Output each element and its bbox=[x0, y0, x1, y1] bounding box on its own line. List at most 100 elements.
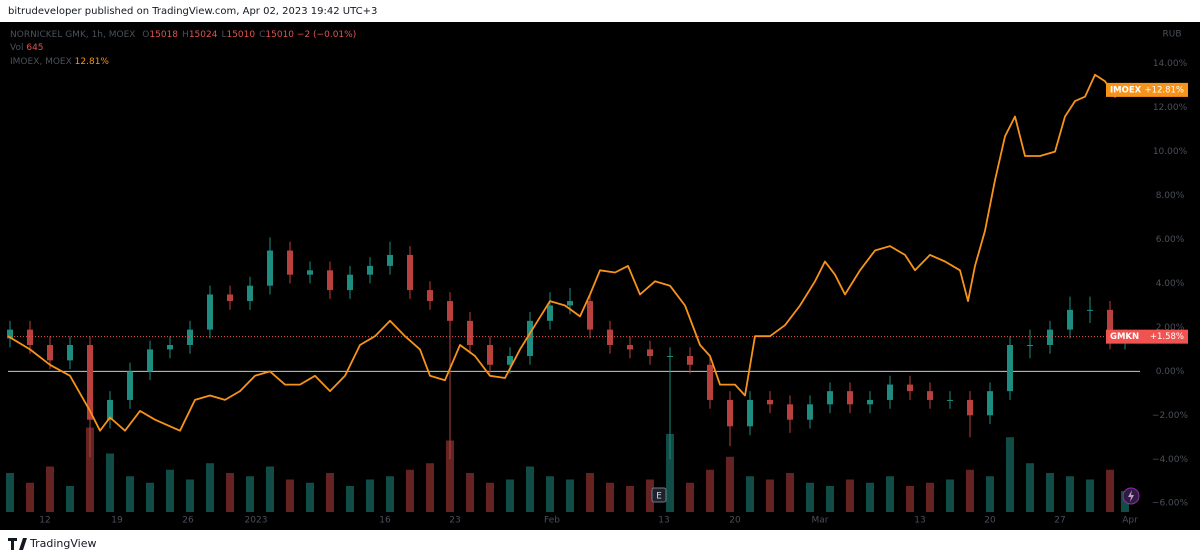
legend: NORNICKEL GMK, 1h, MOEX O15018 H15024 L150… bbox=[10, 30, 356, 40]
volume-bar bbox=[846, 479, 854, 512]
volume-bar bbox=[506, 479, 514, 512]
volume-bar bbox=[1046, 473, 1054, 512]
volume-bar bbox=[6, 473, 14, 512]
volume-bar bbox=[306, 482, 314, 512]
price-tag-name: GMKN bbox=[1110, 332, 1139, 342]
field-value: 15010 bbox=[226, 30, 255, 40]
candle-body bbox=[467, 320, 473, 346]
candle-body bbox=[1107, 309, 1113, 341]
candle-body bbox=[67, 345, 73, 361]
volume-bar bbox=[1106, 469, 1114, 512]
event-box[interactable] bbox=[651, 487, 667, 503]
volume-bar bbox=[546, 476, 554, 512]
footer bbox=[0, 530, 1200, 557]
volume-bar bbox=[1006, 437, 1014, 512]
volume-bar bbox=[106, 453, 114, 512]
candle-body bbox=[307, 270, 313, 275]
volume-bar bbox=[786, 473, 794, 512]
x-tick-label: 19 bbox=[111, 516, 123, 526]
candle-body bbox=[1007, 345, 1013, 392]
volume-bar bbox=[186, 479, 194, 512]
y-tick-label: 0.00% bbox=[1156, 367, 1185, 377]
x-tick-label: 13 bbox=[658, 516, 669, 526]
candle-body bbox=[807, 404, 813, 420]
volume-bar bbox=[886, 476, 894, 512]
event-marker[interactable]: E bbox=[656, 492, 662, 502]
volume-bar bbox=[746, 476, 754, 512]
candle-body bbox=[1047, 329, 1053, 346]
volume-bar bbox=[146, 482, 154, 512]
field-key: O bbox=[142, 30, 149, 40]
price-tag-name: IMOEX bbox=[1110, 85, 1142, 95]
y-tick-label: −2.00% bbox=[1152, 411, 1189, 421]
volume-bar bbox=[266, 466, 274, 512]
volume-bar bbox=[966, 469, 974, 512]
candle-body bbox=[367, 265, 373, 275]
x-tick-label: Mar bbox=[812, 516, 829, 526]
legend-change: −2 (−0.01%) bbox=[297, 30, 356, 40]
plot bbox=[6, 73, 1140, 512]
price-tag bbox=[1106, 82, 1188, 97]
x-tick-label: Apr bbox=[1122, 516, 1138, 526]
volume-bar bbox=[46, 466, 54, 512]
candle-body bbox=[927, 391, 933, 400]
volume-bar bbox=[386, 476, 394, 512]
candle-body bbox=[827, 391, 833, 405]
brand-logo bbox=[8, 538, 27, 550]
volume-bar bbox=[326, 473, 334, 512]
price-tag bbox=[1106, 329, 1188, 344]
price-tag-value: +12.81% bbox=[1144, 85, 1184, 95]
volume-bar bbox=[1066, 476, 1074, 512]
legend-volume: Vol 645 bbox=[10, 43, 44, 53]
volume-bar bbox=[426, 463, 434, 512]
x-tick-label: 16 bbox=[379, 516, 391, 526]
volume-bar bbox=[206, 463, 214, 512]
candle-body bbox=[27, 329, 33, 346]
volume-bar bbox=[346, 486, 354, 512]
candle-body bbox=[227, 294, 233, 302]
x-tick-label: 23 bbox=[449, 516, 460, 526]
candle-body bbox=[987, 391, 993, 416]
candle-body bbox=[107, 399, 113, 420]
candle-body bbox=[627, 345, 633, 350]
volume-bar bbox=[66, 486, 74, 512]
volume-bar bbox=[486, 482, 494, 512]
candle-body bbox=[507, 355, 513, 365]
volume-bar bbox=[566, 479, 574, 512]
x-tick-label: 20 bbox=[984, 516, 996, 526]
volume-bar bbox=[406, 469, 414, 512]
candle-body bbox=[1087, 309, 1093, 311]
candle-body bbox=[727, 399, 733, 427]
y-tick-label: 2.00% bbox=[1156, 323, 1185, 333]
field-key: C bbox=[259, 30, 265, 40]
volume-bar bbox=[686, 482, 694, 512]
field-key: H bbox=[182, 30, 189, 40]
candle-body bbox=[847, 391, 853, 405]
candle-body bbox=[347, 274, 353, 291]
y-tick-label: −6.00% bbox=[1152, 499, 1189, 509]
candle-body bbox=[967, 399, 973, 416]
volume-bar bbox=[826, 486, 834, 512]
candle-body bbox=[547, 305, 553, 321]
compare-text: 12.81% bbox=[75, 57, 110, 67]
volume-bar bbox=[126, 476, 134, 512]
candle-body bbox=[407, 254, 413, 291]
candle-body bbox=[527, 320, 533, 356]
candle-body bbox=[687, 355, 693, 365]
candle-body bbox=[287, 250, 293, 275]
field-key: L bbox=[221, 30, 226, 40]
candle-body bbox=[947, 399, 953, 401]
volume-bar bbox=[806, 482, 814, 512]
candle-body bbox=[767, 399, 773, 405]
legend-symbol: NORNICKEL GMK, 1h, MOEX bbox=[10, 30, 135, 40]
candle-body bbox=[207, 294, 213, 330]
volume-key: Vol bbox=[10, 43, 23, 53]
candle-body bbox=[667, 355, 673, 357]
candle-body bbox=[187, 329, 193, 346]
lightning-icon bbox=[1128, 490, 1134, 502]
x-tick-label: 27 bbox=[1054, 516, 1065, 526]
candle-body bbox=[907, 384, 913, 392]
volume-bar bbox=[466, 473, 474, 512]
